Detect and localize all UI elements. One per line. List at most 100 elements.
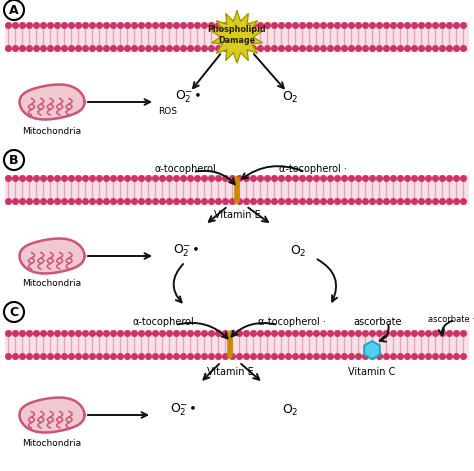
Circle shape	[348, 198, 355, 205]
Circle shape	[47, 45, 54, 52]
Circle shape	[404, 330, 411, 337]
Circle shape	[327, 198, 334, 205]
Circle shape	[278, 45, 285, 52]
Circle shape	[369, 330, 376, 337]
Circle shape	[166, 198, 173, 205]
Circle shape	[215, 330, 222, 337]
Circle shape	[432, 330, 439, 337]
Circle shape	[285, 22, 292, 29]
Circle shape	[460, 198, 467, 205]
Circle shape	[89, 198, 96, 205]
Circle shape	[425, 353, 432, 360]
Circle shape	[82, 45, 89, 52]
Circle shape	[82, 198, 89, 205]
Circle shape	[173, 175, 180, 182]
Circle shape	[355, 330, 362, 337]
Circle shape	[355, 22, 362, 29]
Circle shape	[40, 175, 47, 182]
Circle shape	[432, 45, 439, 52]
Circle shape	[12, 353, 19, 360]
Circle shape	[89, 45, 96, 52]
Circle shape	[243, 198, 250, 205]
Circle shape	[26, 198, 33, 205]
Circle shape	[131, 22, 138, 29]
Circle shape	[208, 45, 215, 52]
Circle shape	[334, 45, 341, 52]
Circle shape	[103, 175, 110, 182]
Circle shape	[229, 198, 236, 205]
Circle shape	[390, 175, 397, 182]
Circle shape	[411, 45, 418, 52]
Circle shape	[138, 22, 145, 29]
Circle shape	[68, 330, 75, 337]
Circle shape	[236, 198, 243, 205]
Circle shape	[208, 198, 215, 205]
Circle shape	[89, 330, 96, 337]
Circle shape	[320, 330, 327, 337]
Circle shape	[208, 22, 215, 29]
Circle shape	[264, 175, 271, 182]
Circle shape	[5, 198, 12, 205]
Circle shape	[348, 353, 355, 360]
Circle shape	[110, 45, 117, 52]
Circle shape	[460, 330, 467, 337]
Circle shape	[271, 353, 278, 360]
Text: α-tocopherol: α-tocopherol	[154, 164, 216, 174]
Circle shape	[138, 198, 145, 205]
Circle shape	[334, 175, 341, 182]
Circle shape	[278, 175, 285, 182]
Circle shape	[61, 330, 68, 337]
Circle shape	[418, 22, 425, 29]
Circle shape	[334, 353, 341, 360]
Circle shape	[117, 198, 124, 205]
Circle shape	[264, 45, 271, 52]
Circle shape	[5, 353, 12, 360]
Circle shape	[180, 175, 187, 182]
Circle shape	[4, 150, 24, 170]
Circle shape	[96, 353, 103, 360]
Circle shape	[26, 175, 33, 182]
Circle shape	[271, 175, 278, 182]
Circle shape	[460, 353, 467, 360]
Circle shape	[166, 330, 173, 337]
Circle shape	[411, 175, 418, 182]
Circle shape	[159, 175, 166, 182]
Circle shape	[229, 353, 236, 360]
Circle shape	[40, 198, 47, 205]
Circle shape	[397, 175, 404, 182]
Circle shape	[376, 353, 383, 360]
Circle shape	[82, 330, 89, 337]
Circle shape	[54, 198, 61, 205]
Polygon shape	[364, 341, 380, 359]
Text: Vitamin E: Vitamin E	[214, 210, 260, 220]
Circle shape	[159, 22, 166, 29]
Circle shape	[159, 353, 166, 360]
Circle shape	[54, 330, 61, 337]
Circle shape	[5, 22, 12, 29]
Text: Mitochondria: Mitochondria	[22, 439, 82, 447]
Circle shape	[124, 198, 131, 205]
Circle shape	[152, 175, 159, 182]
Circle shape	[26, 22, 33, 29]
Circle shape	[131, 198, 138, 205]
Circle shape	[425, 45, 432, 52]
Circle shape	[180, 45, 187, 52]
Bar	[5, 22, 469, 52]
Circle shape	[26, 45, 33, 52]
Circle shape	[222, 198, 229, 205]
Circle shape	[40, 22, 47, 29]
Circle shape	[201, 198, 208, 205]
Circle shape	[397, 353, 404, 360]
Circle shape	[376, 22, 383, 29]
Circle shape	[194, 198, 201, 205]
Circle shape	[425, 22, 432, 29]
Circle shape	[54, 353, 61, 360]
Circle shape	[117, 330, 124, 337]
Circle shape	[418, 198, 425, 205]
Circle shape	[4, 0, 24, 20]
Circle shape	[306, 45, 313, 52]
Circle shape	[54, 45, 61, 52]
Circle shape	[236, 175, 243, 182]
Circle shape	[264, 22, 271, 29]
Circle shape	[397, 198, 404, 205]
